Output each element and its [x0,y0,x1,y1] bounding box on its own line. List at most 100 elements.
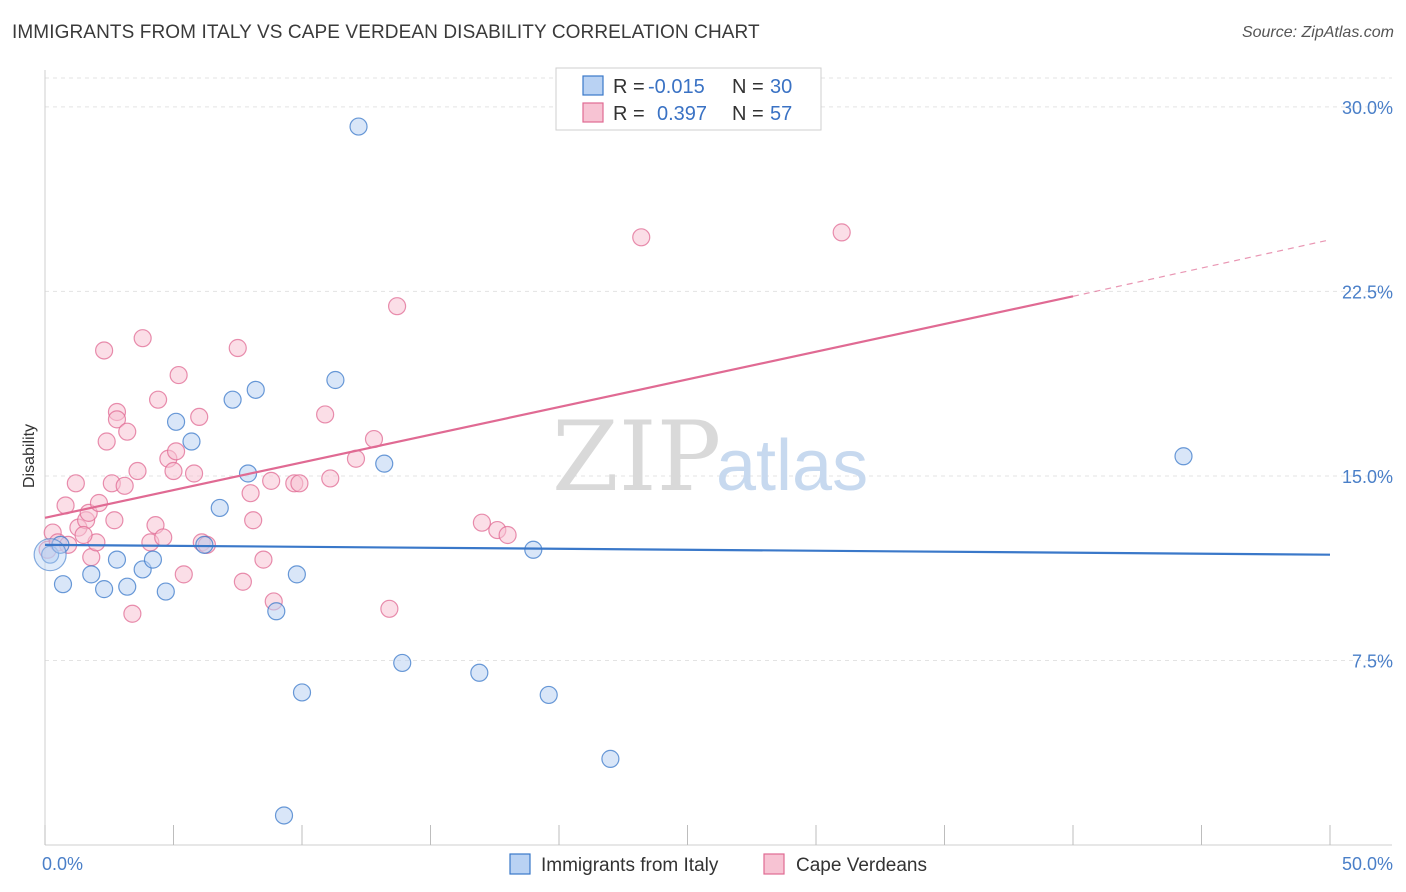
source-credit: Source: ZipAtlas.com [1241,24,1394,41]
correlation-legend: R = -0.015 N = 30 R = 0.397 N = 57 [555,67,822,131]
y-tick-label: 7.5% [1352,651,1393,671]
italy-point-27 [539,685,558,705]
italy-trend-line [44,543,1331,556]
legend-n-value-cape-verdeans: 57 [770,103,792,125]
cape-verdeans-point-12 [95,341,114,360]
x-tick-label-min: 0.0% [42,854,83,874]
series-italy-points [33,117,1193,825]
cape-verdeans-point-19 [118,422,137,441]
x-tick-labels: 0.0% 50.0% [42,854,1393,874]
cape-verdeans-point-30 [169,365,188,385]
italy-point-11 [182,432,201,451]
cape-verdeans-point-17 [107,410,127,429]
italy-point-12 [195,535,214,554]
italy-point-26 [524,540,543,559]
cape-verdeans-point-46 [321,469,340,488]
cape-verdeans-point-28 [164,461,183,481]
italy-point-29 [1174,447,1193,466]
legend-swatch-cape-verdeans [582,102,604,123]
legend-r-label-cape-verdeans: R = [613,103,645,125]
cape-verdeans-point-22 [133,329,152,348]
cape-verdeans-point-44 [290,474,309,493]
italy-point-3 [82,565,101,584]
axes [44,70,1392,846]
y-tick-label: 22.5% [1342,282,1393,302]
legend-swatch-italy [582,75,604,96]
cape-verdeans-point-50 [387,297,407,316]
cape-verdeans-point-26 [154,528,173,547]
x-tick-label-max: 50.0% [1342,854,1393,874]
watermark-zip: ZIP [552,401,721,513]
cape-verdeans-point-20 [123,604,142,623]
watermark: ZIP atlas [552,401,868,513]
legend-r-value-cape-verdeans: 0.397 [657,103,707,125]
cape-verdeans-point-13 [97,432,116,451]
series-legend-label-cape-verdeans: Cape Verdeans [796,855,927,876]
gridlines [45,77,1392,661]
italy-point-16 [246,380,265,399]
cape-verdeans-point-32 [184,464,204,483]
cape-verdeans-point-51 [472,513,491,532]
cape-verdeans-point-53 [498,525,517,545]
series-legend-label-italy: Immigrants from Italy [541,855,719,876]
italy-point-6 [118,577,137,596]
cape-verdeans-point-31 [174,565,193,584]
cape-verdeans-point-38 [241,484,260,503]
legend-n-label-cape-verdeans: N = [732,103,764,125]
italy-cluster-point [33,538,67,572]
cape-verdeans-point-37 [233,572,252,591]
cape-verdeans-point-39 [244,511,263,530]
italy-point-25 [470,663,489,682]
cape-verdeans-point-45 [316,405,335,424]
y-tick-label: 15.0% [1342,467,1393,487]
series-legend: Immigrants from Italy Cape Verdeans [509,853,927,876]
cape-verdeans-point-49 [380,599,399,618]
cape-verdeans-point-11 [89,493,109,513]
italy-point-4 [95,580,114,599]
legend-n-label-italy: N = [732,76,764,98]
italy-point-19 [287,565,306,584]
chart-title: IMMIGRANTS FROM ITALY VS CAPE VERDEAN DI… [12,22,760,43]
italy-point-24 [393,653,412,673]
trend-lines [44,239,1331,556]
cape-verdeans-point-5 [66,474,85,493]
cape-verdeans-point-40 [254,550,273,569]
cape-verdeans-point-36 [228,338,247,358]
legend-r-value-italy: -0.015 [648,76,705,98]
italy-point-17 [267,602,286,621]
cape-verdeans-point-18 [115,476,134,495]
italy-point-5 [107,550,127,569]
italy-point-10 [166,412,186,431]
italy-point-2 [53,575,73,594]
legend-r-label-italy: R = [613,76,645,98]
italy-point-23 [375,454,394,473]
watermark-atlas: atlas [716,426,868,506]
cape-verdeans-trend-extension [1072,239,1331,297]
italy-point-20 [292,683,312,702]
cape-verdeans-point-29 [166,442,186,461]
cape-verdeans-point-33 [190,407,209,427]
italy-point-18 [274,806,294,825]
italy-point-28 [601,749,620,768]
italy-point-14 [223,390,242,409]
italy-point-8 [143,550,163,569]
y-tick-label: 30.0% [1342,98,1393,118]
legend-n-value-italy: 30 [770,76,792,98]
italy-point-22 [349,117,368,136]
cape-verdeans-point-21 [128,461,147,481]
series-legend-swatch-italy [509,853,531,875]
italy-point-21 [326,370,345,390]
cape-verdeans-point-41 [262,471,281,490]
italy-point-9 [156,582,175,601]
cape-verdeans-point-54 [632,228,651,247]
cape-verdeans-point-15 [105,511,124,530]
cape-verdeans-trend-line [44,295,1074,519]
cape-verdeans-point-25 [148,390,168,409]
y-tick-labels: 7.5% 15.0% 22.5% 30.0% [1342,98,1393,672]
italy-point-13 [210,498,229,518]
cape-verdeans-point-55 [832,223,851,242]
series-legend-swatch-cape-verdeans [763,853,785,875]
y-axis-label: Disability [21,424,38,488]
cape-verdeans-point-56 [74,525,93,545]
